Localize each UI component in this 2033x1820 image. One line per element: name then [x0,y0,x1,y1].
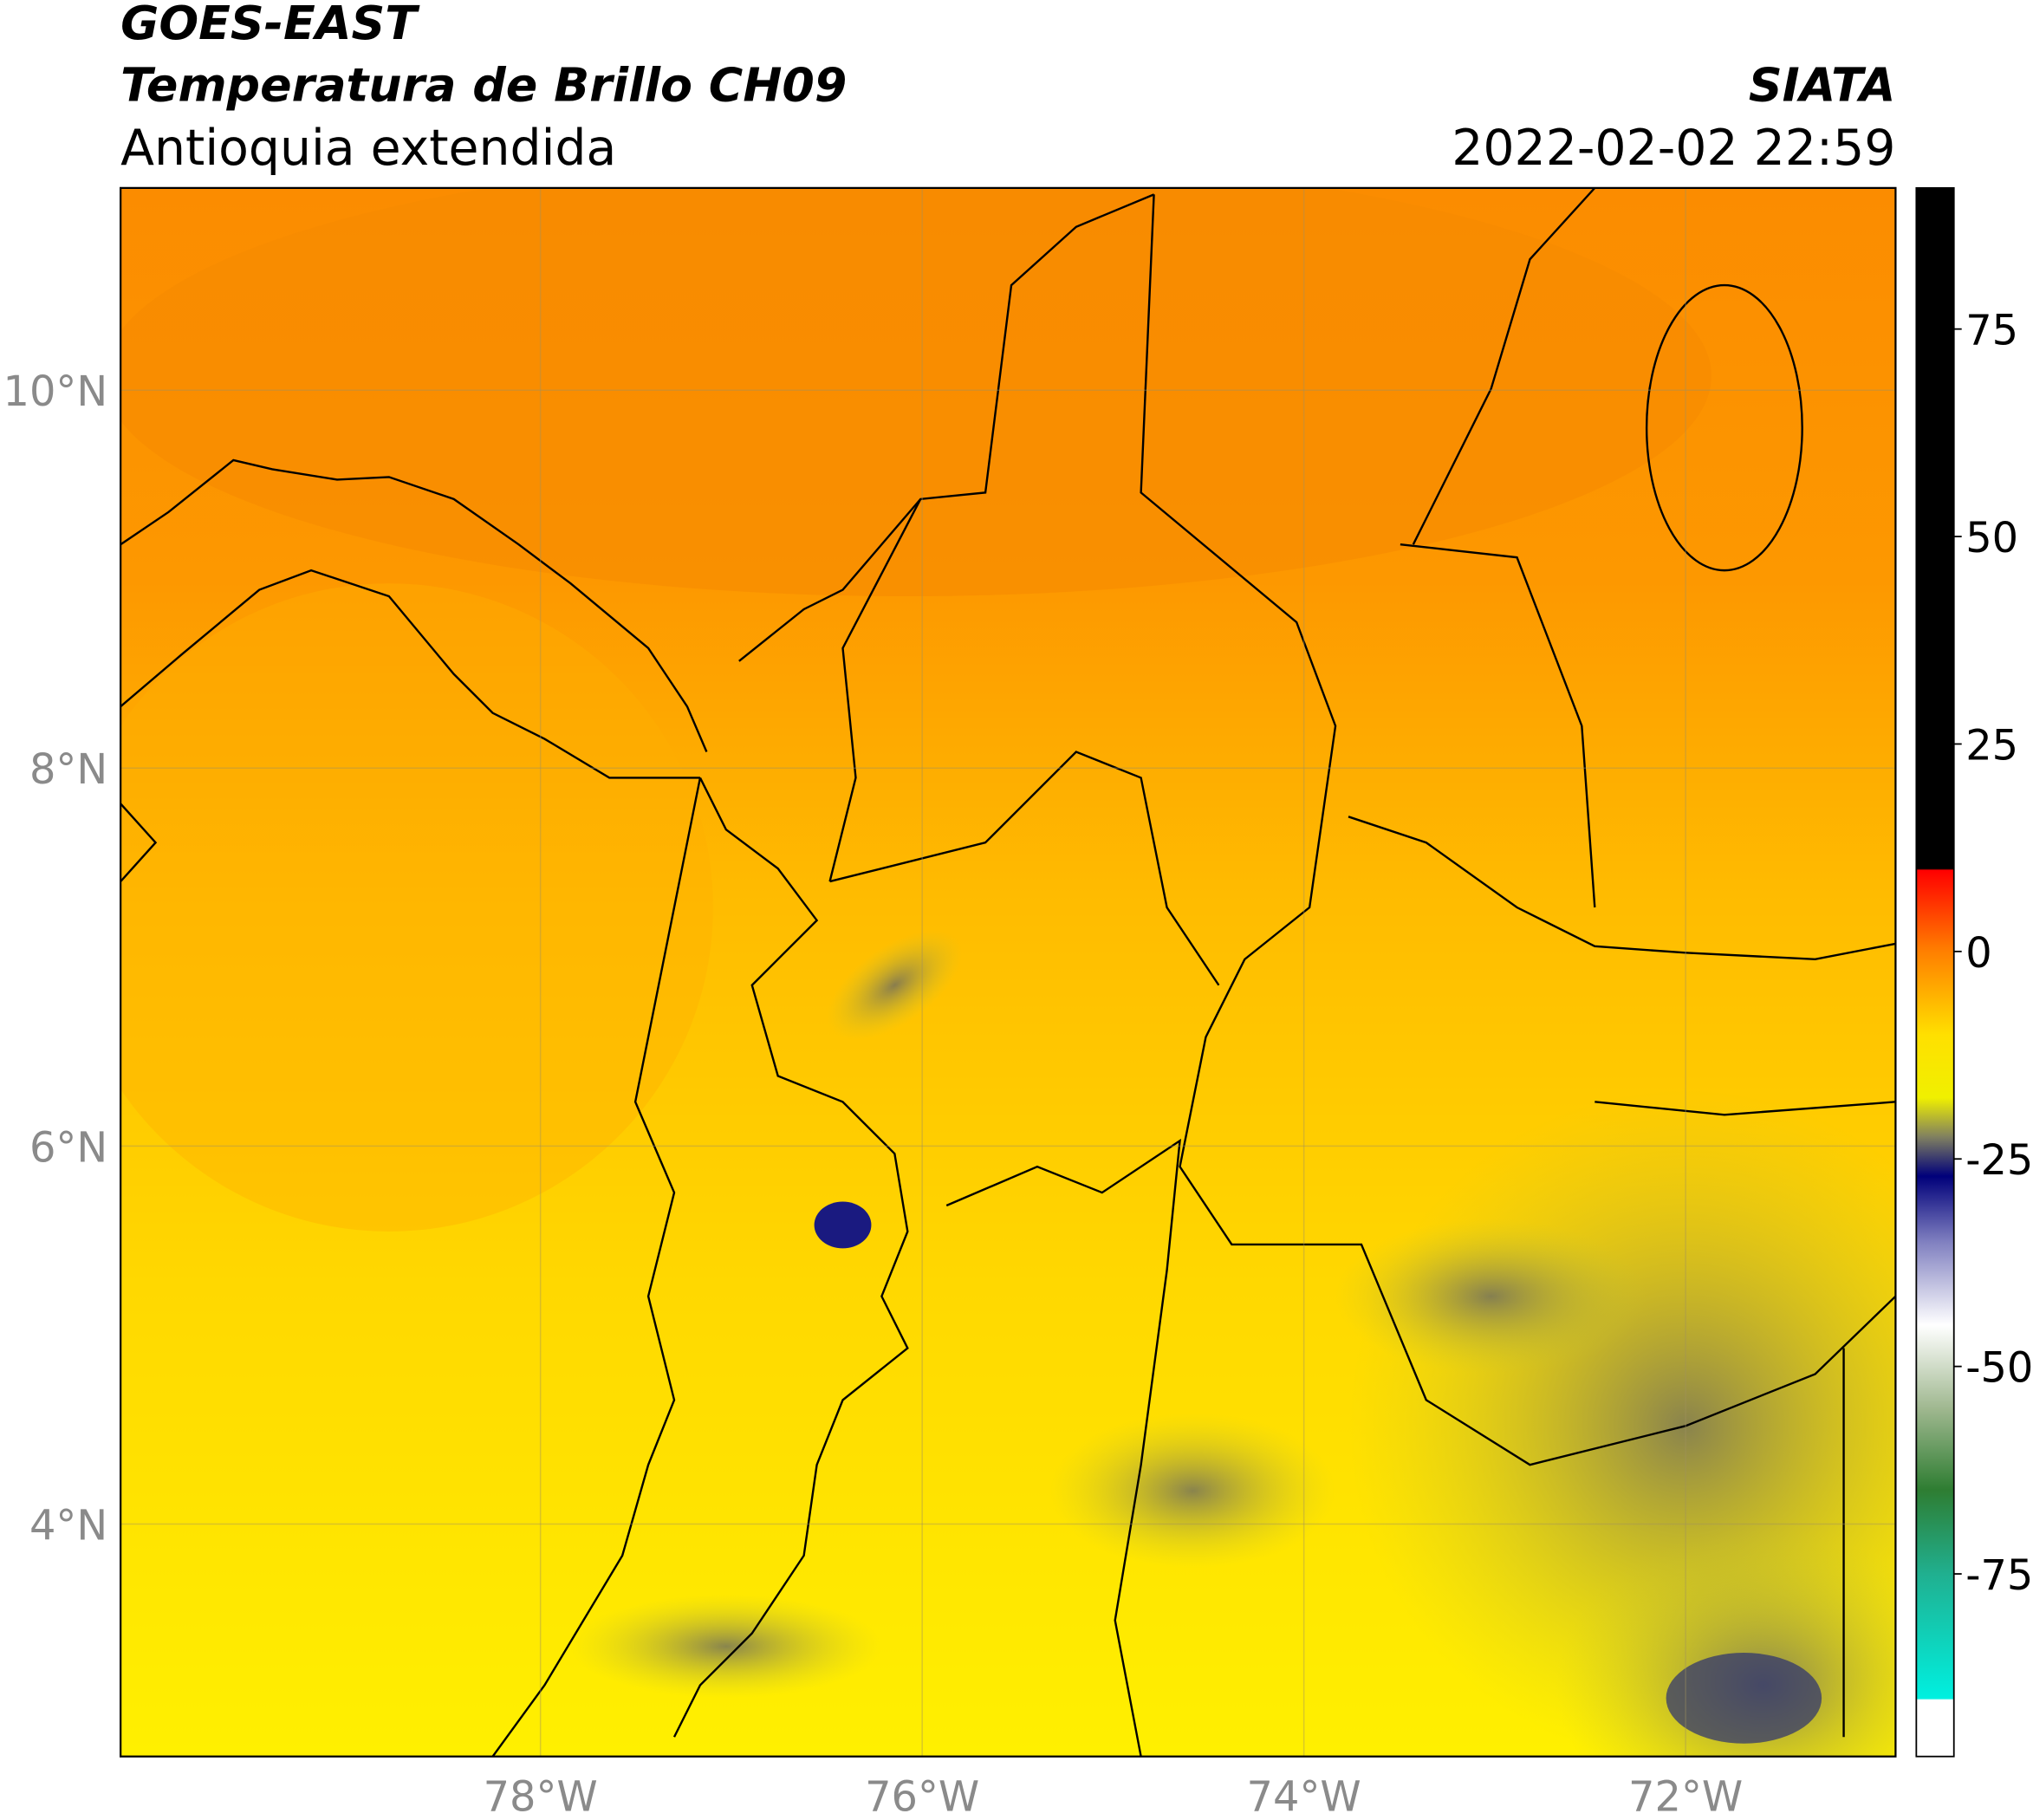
colorbar-tick-label: -25 [1965,1137,2033,1185]
colorbar [1915,186,1955,1758]
colorbar-tick-label: -50 [1965,1345,2033,1393]
datetime: 2022-02-02 22:59 [1452,120,1895,177]
x-tick-label: 76°W [865,1774,979,1820]
x-tick-label: 72°W [1628,1774,1743,1820]
y-tick-label: 8°N [29,746,107,794]
colorbar-tick-label: 25 [1965,722,2018,770]
map-frame [120,186,1897,1758]
y-tick-label: 4°N [29,1502,107,1550]
colorbar-ticks: 75 50 25 0 -25 -50 -75 [1953,308,2033,1600]
colorbar-tick-label: 50 [1965,515,2018,562]
title: Temperatura de Brillo CH09 [120,58,847,113]
y-tick-label: 6°N [29,1124,107,1172]
org: SIATA [1749,58,1896,113]
title: GOES-EAST [120,0,420,50]
x-tick-label: 78°W [484,1774,598,1820]
map-image [120,187,1896,1757]
coastlines [120,187,1896,1757]
grid [120,187,1896,1757]
y-tick-label: 10°N [3,368,108,416]
x-tick-label: 74°W [1247,1774,1361,1820]
colorbar-tick-label: -75 [1965,1552,2033,1600]
colorbar-tick-label: 0 [1965,930,1991,978]
subtitle: Antioquia extendida [120,120,616,177]
colorbar-tick-label: 75 [1965,308,2018,355]
